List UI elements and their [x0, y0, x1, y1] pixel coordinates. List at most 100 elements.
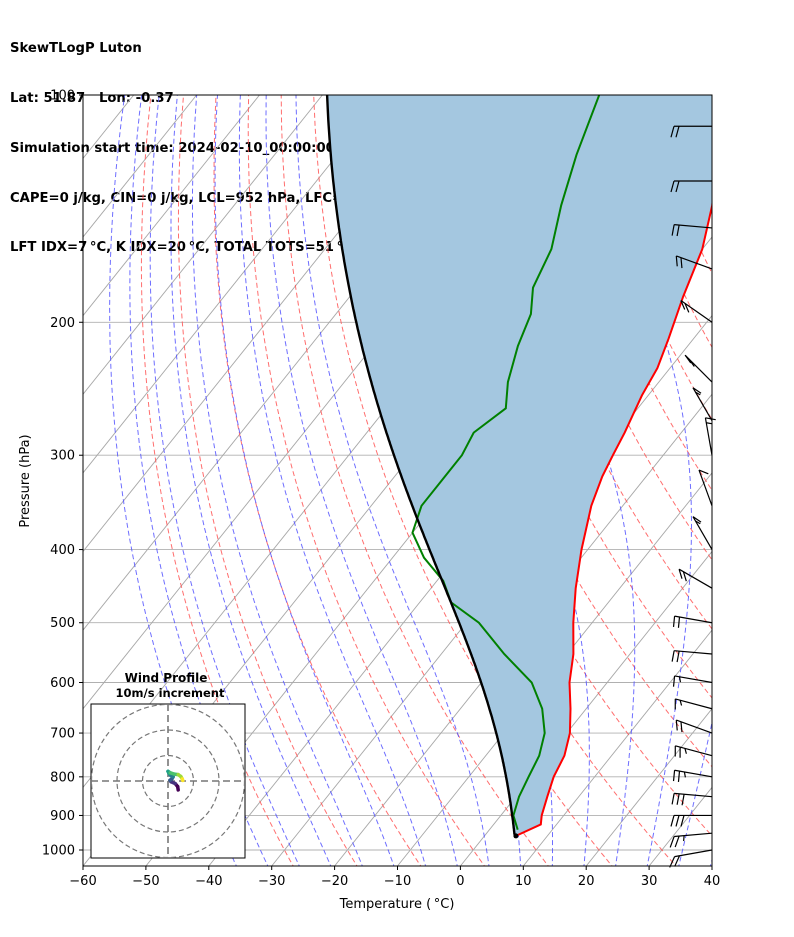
- wind-barb-feather: [675, 815, 680, 827]
- isotherm-line: [522, 629, 712, 866]
- wind-barb-feather: [675, 126, 680, 138]
- wind-barb-feather: [681, 794, 685, 806]
- wind-barb-shaft: [674, 832, 713, 838]
- wind-barb: [675, 255, 713, 270]
- axes: −60 −50 −40 −30 −20 −10 0 10 20 30 40 1000 900 800 700…: [42, 89, 720, 890]
- isotherm-line: [775, 95, 794, 866]
- isotherm-line: [711, 865, 712, 866]
- y-tick-label: 600: [50, 676, 75, 691]
- wind-barb: [678, 568, 713, 589]
- wind-barb-feather: [676, 650, 680, 663]
- x-tick-label: −20: [321, 874, 348, 889]
- wind-barb-feather: [676, 224, 680, 237]
- isotherm-line: [83, 95, 197, 238]
- hodograph-title: Wind Profile: [125, 671, 208, 685]
- wind-barb-shaft: [676, 719, 713, 734]
- wind-barb: [704, 417, 716, 456]
- wind-barb-feather: [677, 616, 681, 628]
- dry-adiabat-line: [280, 95, 549, 866]
- dewpoint-profile-line: [411, 95, 601, 830]
- dry-adiabat-line: [770, 95, 794, 869]
- x-tick-label: 30: [641, 874, 658, 889]
- wind-barb-half-feather: [695, 520, 701, 525]
- wind-barb-feather: [692, 516, 702, 523]
- wind-barb: [680, 299, 713, 323]
- wind-barb-feather: [671, 793, 675, 805]
- hodograph-subtitle: 10m/s increment: [116, 686, 225, 700]
- moist-adiabat-line: [295, 95, 490, 866]
- wind-barb: [670, 180, 712, 193]
- wind-barb-feather: [674, 855, 681, 867]
- wind-barb-feather: [671, 224, 675, 236]
- dry-adiabat-line: [140, 95, 294, 866]
- wind-barb-feather: [682, 571, 687, 582]
- wind-barb-shaft: [674, 224, 713, 229]
- wind-barb-shaft: [676, 255, 713, 270]
- wind-barb-shaft: [698, 469, 713, 506]
- dry-adiabat-line: [313, 95, 613, 866]
- wind-barb-feather: [680, 721, 683, 733]
- wind-barb-feather: [684, 303, 690, 313]
- wind-barb-feather: [678, 569, 683, 579]
- parcel-start-marker: [513, 833, 519, 839]
- wind-barb: [692, 516, 713, 550]
- wind-barb: [669, 832, 713, 848]
- wind-barb: [671, 650, 713, 663]
- wind-barb-feather: [670, 180, 675, 193]
- wind-barb: [675, 719, 713, 734]
- wind-barb-feather: [670, 815, 675, 827]
- wind-barb-shaft: [692, 387, 713, 421]
- wind-barbs: [669, 125, 716, 868]
- wind-barb-half-feather: [684, 748, 687, 754]
- x-tick-label: 10: [515, 874, 532, 889]
- wind-barb-shaft: [680, 299, 713, 323]
- wind-barb-feather: [675, 255, 678, 267]
- wind-barb: [684, 354, 713, 383]
- wind-barb-shaft: [674, 849, 713, 858]
- wind-barb-feather: [680, 300, 686, 310]
- moist-adiabat-line: [585, 95, 692, 866]
- wind-barb-shaft: [675, 698, 713, 710]
- wind-barb-half-feather: [683, 771, 686, 778]
- wind-barb-half-feather: [706, 422, 712, 425]
- wind-barb-feather: [698, 469, 709, 475]
- wind-barb-feather: [688, 358, 695, 367]
- wind-barb-feather: [672, 675, 676, 687]
- y-tick-label: 900: [50, 809, 75, 824]
- wind-barb: [674, 745, 713, 758]
- wind-barb-half-feather: [695, 391, 701, 396]
- hodograph-trace-segment: [180, 777, 185, 783]
- y-tick-label: 700: [50, 727, 75, 742]
- x-tick-label: 20: [578, 874, 595, 889]
- moist-adiabat-line: [192, 95, 363, 866]
- parcel-profile-line: [325, 95, 517, 837]
- plot-area: [0, 95, 794, 869]
- x-axis-label: Temperature ( °C): [339, 897, 455, 912]
- y-tick-label: 300: [50, 449, 75, 464]
- wind-barb: [698, 469, 713, 506]
- wind-barb-feather: [684, 354, 692, 364]
- dry-adiabat-line: [704, 95, 712, 116]
- wind-barb-feather: [674, 835, 680, 848]
- x-tick-label: −60: [69, 874, 96, 889]
- y-tick-label: 800: [50, 770, 75, 785]
- wind-barb-feather: [692, 387, 702, 394]
- y-tick-label: 400: [50, 543, 75, 558]
- isotherm-line: [585, 708, 712, 866]
- moist-adiabat-line: [495, 95, 636, 866]
- moist-adiabat-line: [170, 95, 332, 866]
- wind-barb-feather: [670, 126, 675, 138]
- x-tick-label: 0: [456, 874, 464, 889]
- moist-adiabat-line: [149, 95, 300, 866]
- dry-adiabat-line: [247, 95, 486, 866]
- wind-barb-feather: [675, 719, 678, 731]
- wind-barb-shaft: [674, 615, 713, 624]
- wind-barb-shaft: [675, 745, 713, 757]
- wind-barb-shaft: [674, 792, 713, 798]
- wind-barb: [669, 849, 713, 868]
- wind-barb: [672, 769, 713, 782]
- wind-barb-feather: [680, 815, 685, 827]
- chart-title: SkewTLogP Luton: [10, 41, 142, 57]
- y-tick-label: 100: [50, 89, 75, 104]
- isotherm-line: [0, 95, 71, 866]
